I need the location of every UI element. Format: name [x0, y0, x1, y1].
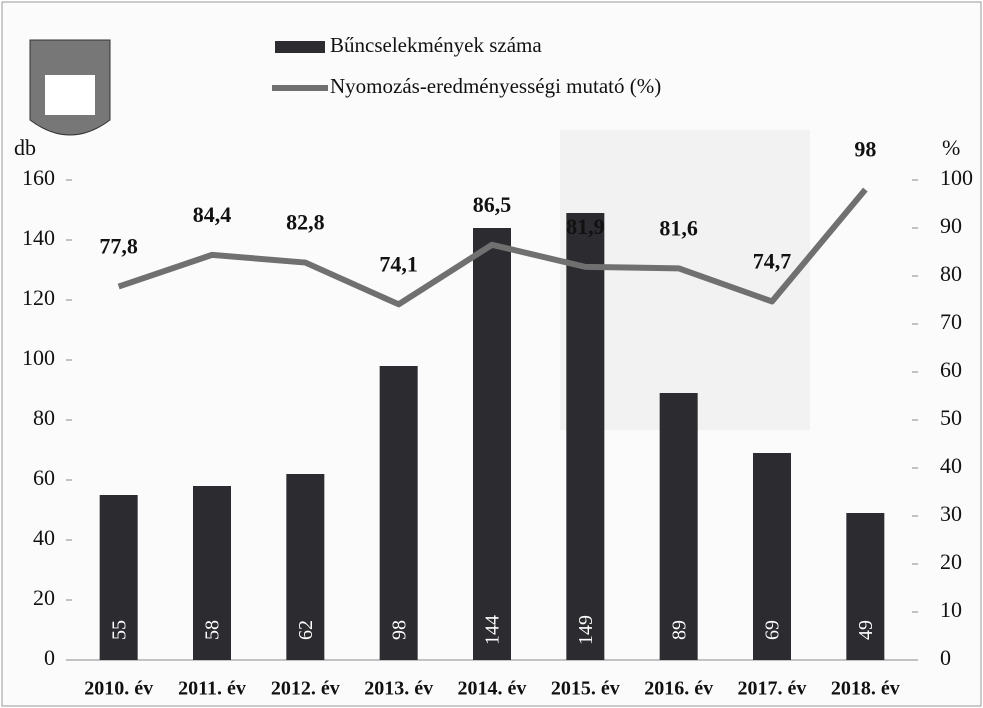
bar-value-label: 62 — [295, 620, 317, 640]
bar-value-label: 58 — [202, 620, 224, 640]
line-value-label: 74,7 — [753, 248, 792, 273]
bar — [659, 393, 698, 660]
y2-tick-label: 90 — [940, 213, 962, 238]
bar-value-label: 69 — [762, 620, 784, 640]
line-value-label: 81,9 — [566, 214, 605, 239]
x-tick-label: 2015. év — [551, 678, 620, 700]
bar-value-label: 144 — [482, 615, 504, 645]
bar — [99, 495, 138, 660]
bar-value-label: 49 — [855, 620, 877, 640]
y2-tick-label: 100 — [940, 165, 973, 190]
x-tick-label: 2014. év — [458, 678, 527, 700]
line-value-label: 82,8 — [286, 210, 325, 235]
bar — [286, 474, 325, 660]
x-tick-label: 2016. év — [644, 678, 713, 700]
y2-tick-label: 60 — [940, 357, 962, 382]
legend-swatch — [275, 41, 325, 53]
y2-tick-label: 20 — [940, 549, 962, 574]
bar — [379, 366, 418, 660]
y-tick-label: 120 — [22, 285, 55, 310]
y2-tick-label: 80 — [940, 261, 962, 286]
y2-tick-label: 50 — [940, 405, 962, 430]
y-tick-label: 60 — [33, 465, 55, 490]
y2-tick-label: 30 — [940, 501, 962, 526]
bar — [566, 213, 605, 660]
legend-label: Nyomozás-eredményességi mutató (%) — [330, 74, 661, 98]
y-tick-label: 160 — [22, 165, 55, 190]
logo — [29, 39, 111, 136]
y-tick-label: 80 — [33, 405, 55, 430]
bar-value-label: 55 — [108, 620, 130, 640]
y2-axis-label: % — [942, 135, 960, 160]
line-value-label: 74,1 — [379, 251, 418, 276]
line-value-label: 77,8 — [99, 234, 138, 259]
y-tick-label: 0 — [44, 645, 55, 670]
y-tick-label: 40 — [33, 525, 55, 550]
bar-value-label: 89 — [668, 620, 690, 640]
bar — [846, 513, 885, 660]
line-value-label: 81,6 — [659, 215, 698, 240]
x-tick-label: 2018. év — [831, 678, 900, 700]
bar — [753, 453, 791, 660]
line-value-label: 98 — [854, 137, 876, 162]
y-tick-label: 100 — [22, 345, 55, 370]
line — [117, 187, 868, 308]
y2-tick-label: 0 — [940, 645, 951, 670]
bar — [473, 228, 511, 660]
y2-tick-label: 70 — [940, 309, 962, 334]
line-value-label: 86,5 — [473, 192, 512, 217]
x-tick-label: 2017. év — [738, 678, 807, 700]
y2-tick-label: 40 — [940, 453, 962, 478]
line-value-label: 84,4 — [193, 202, 232, 227]
x-tick-label: 2013. év — [364, 678, 433, 700]
bar-value-label: 149 — [575, 615, 597, 645]
y2-tick-label: 10 — [940, 597, 962, 622]
y-axis-label: db — [14, 135, 36, 160]
legend-label: Bűncselekmények száma — [330, 33, 542, 57]
x-tick-label: 2011. év — [178, 678, 246, 700]
y-tick-label: 140 — [22, 225, 55, 250]
x-tick-label: 2012. év — [271, 678, 340, 700]
bar-value-label: 98 — [388, 620, 410, 640]
y-tick-label: 20 — [33, 585, 55, 610]
bar — [193, 486, 231, 660]
x-tick-label: 2010. év — [84, 678, 153, 700]
